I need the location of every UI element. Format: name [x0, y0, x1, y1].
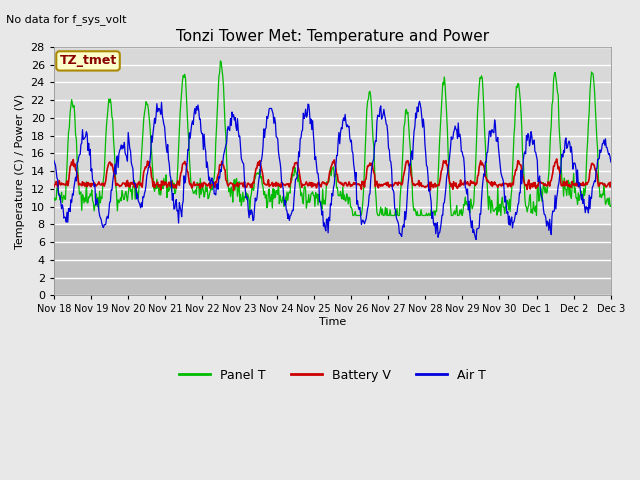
Battery V [553, 156, 561, 162]
Panel T [216, 58, 224, 64]
Battery V [417, 180, 425, 186]
Air T [400, 224, 408, 230]
Battery V [401, 167, 408, 173]
Panel T [60, 192, 68, 198]
Air T [174, 207, 182, 213]
Panel T [418, 212, 426, 218]
Air T [204, 159, 211, 165]
Battery V [204, 183, 211, 189]
Y-axis label: Temperature (C) / Power (V): Temperature (C) / Power (V) [15, 94, 25, 249]
Line: Air T: Air T [54, 101, 611, 240]
Text: TZ_tmet: TZ_tmet [60, 54, 116, 67]
Bar [54, 224, 611, 295]
Battery V [230, 188, 237, 193]
Panel T [607, 203, 614, 208]
Battery V [117, 183, 125, 189]
Panel T [204, 185, 211, 191]
Line: Panel T: Panel T [54, 61, 611, 216]
Panel T [174, 164, 182, 169]
Air T [50, 157, 58, 163]
Air T [417, 106, 425, 112]
Title: Tonzi Tower Met: Temperature and Power: Tonzi Tower Met: Temperature and Power [176, 29, 489, 44]
Air T [607, 159, 614, 165]
Battery V [174, 178, 182, 184]
Air T [415, 98, 423, 104]
Air T [60, 215, 68, 221]
Battery V [607, 180, 614, 185]
Panel T [117, 198, 125, 204]
Air T [117, 142, 125, 148]
Battery V [50, 184, 58, 190]
Text: No data for f_sys_volt: No data for f_sys_volt [6, 14, 127, 25]
Air T [472, 237, 480, 242]
X-axis label: Time: Time [319, 317, 346, 327]
Line: Battery V: Battery V [54, 159, 611, 191]
Panel T [50, 198, 58, 204]
Legend: Panel T, Battery V, Air T: Panel T, Battery V, Air T [174, 364, 491, 387]
Panel T [349, 213, 356, 218]
Battery V [60, 181, 68, 187]
Panel T [402, 108, 410, 114]
